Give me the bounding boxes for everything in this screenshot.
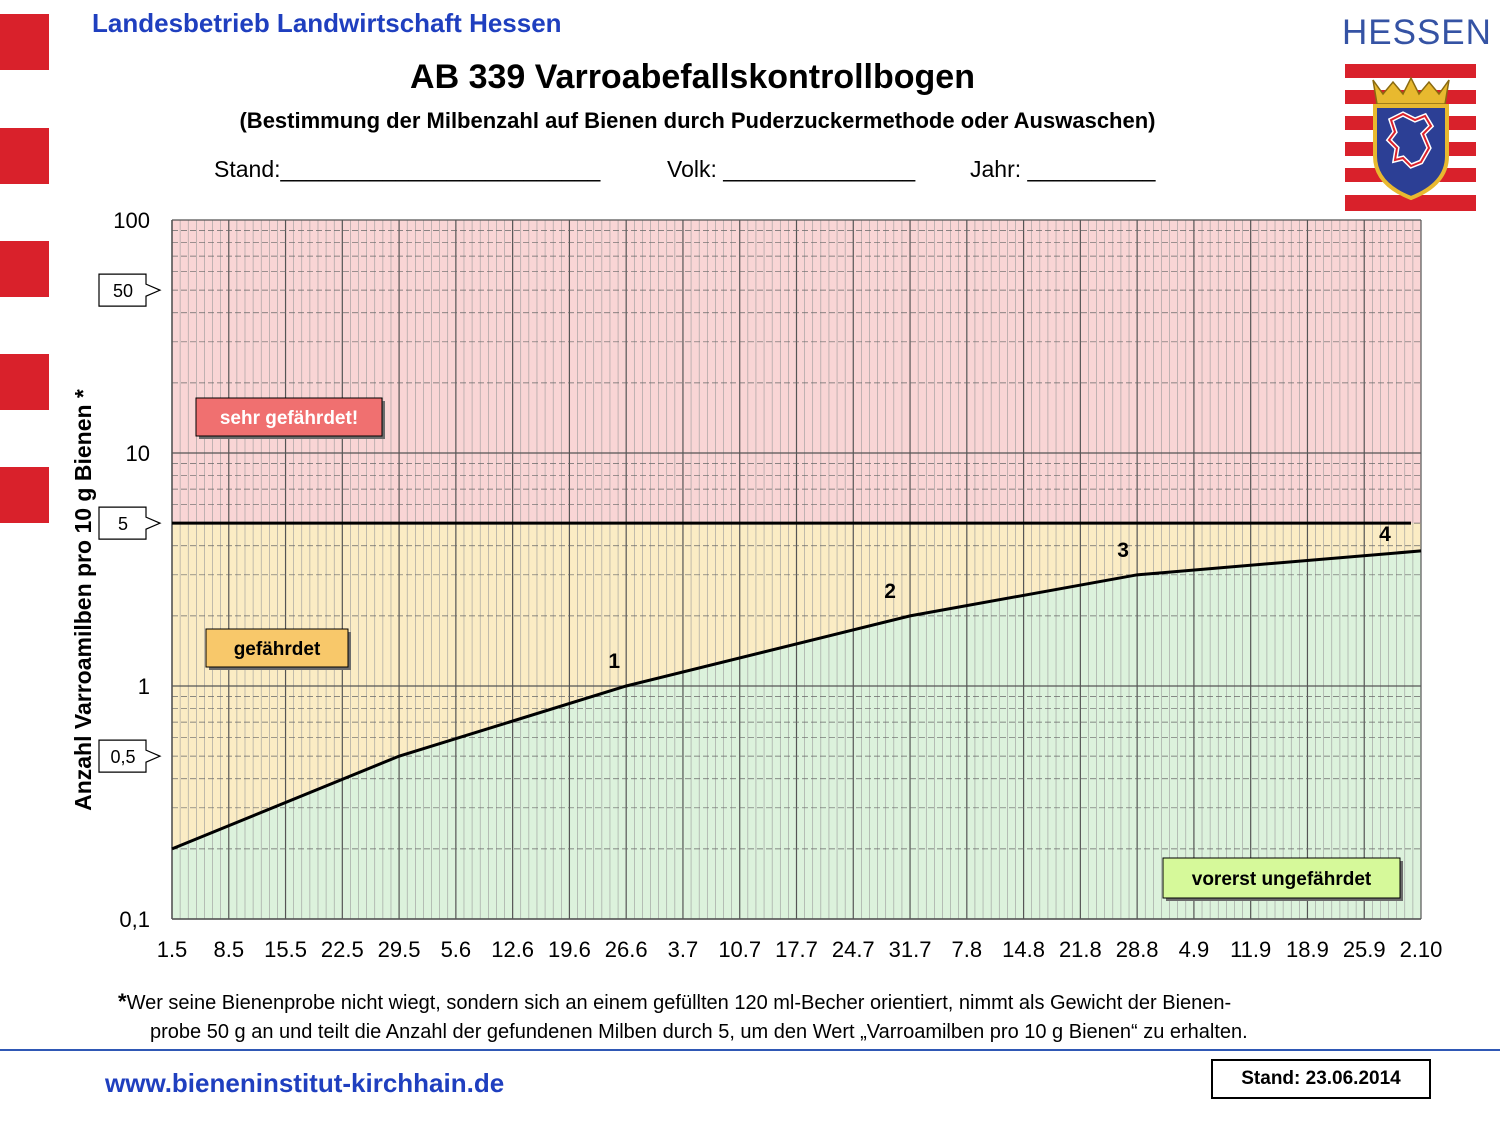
callout-box	[98, 506, 162, 540]
threshold-curve-line	[171, 549, 1422, 851]
x-tick-label: 25.9	[1343, 937, 1386, 962]
callout-label: 50	[113, 281, 133, 301]
zone-label-text: gefährdet	[234, 639, 321, 660]
page-title: AB 339 Varroabefallskontrollbogen	[410, 58, 975, 96]
website-link[interactable]: www.bieneninstitut-kirchhain.de	[105, 1068, 505, 1098]
footnote-line-2: probe 50 g an und teilt die Anzahl der g…	[150, 1021, 1248, 1043]
footnote: *Wer seine Bienenprobe nicht wiegt, sond…	[118, 987, 1248, 1047]
callout-box	[98, 739, 162, 773]
y-axis-label: Anzahl Varroamilben pro 10 g Bienen *	[70, 389, 96, 811]
zone-label-box	[195, 397, 383, 437]
callout-5: 5	[98, 506, 162, 540]
curve-point-label: 4	[1379, 523, 1391, 546]
decorative-red-square	[0, 467, 49, 523]
footnote-line-1: Wer seine Bienenprobe nicht wiegt, sonde…	[126, 992, 1232, 1014]
x-tick-label: 3.7	[668, 937, 699, 962]
zone-label-box	[1162, 857, 1401, 899]
x-tick-label: 17.7	[775, 937, 818, 962]
x-tick-label: 19.6	[548, 937, 591, 962]
zone-label-endangered: gefährdet	[205, 628, 351, 670]
zone-label-box	[205, 628, 349, 668]
x-tick-label: 24.7	[832, 937, 875, 962]
curve-point-label: 3	[1117, 539, 1129, 562]
decorative-red-square	[0, 14, 49, 70]
y-tick-label: 1	[138, 674, 150, 699]
zone-label-safe: vorerst ungefährdet	[1162, 857, 1403, 901]
curve-point-label: 1	[608, 650, 620, 673]
y-tick-label: 10	[126, 441, 150, 466]
revision-date-box: Stand: 23.06.2014	[1211, 1059, 1431, 1099]
footnote-star: *	[118, 989, 127, 1014]
stand-field: Stand:_________________________	[214, 156, 601, 182]
jahr-field: Jahr: __________	[970, 156, 1156, 182]
volk-field: Volk: _______________	[667, 156, 916, 182]
zone-label-text: sehr gefährdet!	[220, 408, 358, 429]
x-tick-label: 8.5	[213, 937, 244, 962]
x-tick-label: 15.5	[264, 937, 307, 962]
organization-name: Landesbetrieb Landwirtschaft Hessen	[92, 8, 562, 38]
x-tick-label: 29.5	[378, 937, 421, 962]
decorative-red-square	[0, 354, 49, 410]
zone-endangered	[172, 523, 1421, 849]
decorative-red-square	[0, 128, 49, 184]
x-tick-label: 14.8	[1002, 937, 1045, 962]
page-subtitle: (Bestimmung der Milbenzahl auf Bienen du…	[239, 108, 1156, 133]
x-tick-label: 4.9	[1179, 937, 1210, 962]
x-tick-label: 2.10	[1400, 937, 1443, 962]
zone-label-text: vorerst ungefährdet	[1192, 869, 1372, 890]
x-tick-label: 28.8	[1116, 937, 1159, 962]
y-tick-label: 0,1	[119, 907, 150, 932]
x-tick-label: 22.5	[321, 937, 364, 962]
hessen-coat-of-arms-logo	[1345, 64, 1476, 211]
y-tick-label: 100	[113, 208, 150, 233]
callout-label: 0,5	[110, 747, 135, 767]
threshold-curve	[171, 521, 1422, 851]
x-tick-label: 12.6	[491, 937, 534, 962]
x-tick-label: 21.8	[1059, 937, 1102, 962]
varroa-chart: 100 10 1 0,1 1.5 8.5 15.5 22.5 29.5 5.6 12.6 19.6 26…	[70, 208, 1442, 962]
x-tick-label: 31.7	[889, 937, 932, 962]
decorative-red-square	[0, 241, 49, 297]
footer-divider	[0, 1049, 1500, 1051]
callout-50: 50	[98, 273, 162, 307]
x-tick-label: 1.5	[157, 937, 188, 962]
x-tick-label: 11.9	[1230, 937, 1271, 962]
chart-grid	[171, 219, 1422, 920]
zone-label-very-endangered: sehr gefährdet!	[195, 397, 385, 439]
x-tick-label: 7.8	[952, 937, 983, 962]
chart-labels: 100 10 1 0,1 1.5 8.5 15.5 22.5 29.5 5.6 12.6 19.6 26…	[70, 208, 1442, 962]
curve-point-label: 2	[884, 580, 896, 603]
x-tick-label: 26.6	[605, 937, 648, 962]
callout-0-5: 0,5	[98, 739, 162, 773]
callout-box	[98, 273, 162, 307]
hessen-wordmark: HESSEN	[1342, 13, 1492, 52]
x-tick-label: 10.7	[718, 937, 761, 962]
x-tick-label: 18.9	[1286, 937, 1329, 962]
x-tick-label: 5.6	[441, 937, 472, 962]
callout-label: 5	[118, 514, 128, 534]
